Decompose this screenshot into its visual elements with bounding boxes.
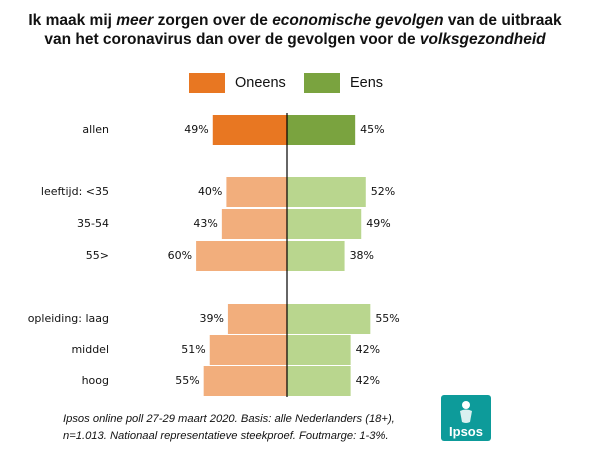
title-emphasis: volksgezondheid: [419, 31, 546, 48]
category-label: leeftijd: <35: [41, 185, 109, 198]
bar-eens: [287, 366, 351, 396]
legend-swatch-eens: [304, 73, 340, 93]
ipsos-logo: Ipsos: [441, 395, 491, 441]
value-label-oneens: 40%: [198, 185, 222, 198]
value-label-oneens: 55%: [175, 374, 199, 387]
footnote-line-1: Ipsos online poll 27-29 maart 2020. Basi…: [63, 413, 395, 425]
title-emphasis: economische gevolgen: [272, 12, 444, 29]
category-label: 55>: [86, 249, 109, 262]
legend-label-eens: Eens: [350, 75, 384, 91]
title-segment: zorgen over de: [153, 12, 273, 29]
category-label: hoog: [82, 374, 109, 387]
bar-eens: [287, 304, 371, 334]
value-label-oneens: 51%: [181, 343, 205, 356]
title-segment: Ik maak mij: [28, 12, 117, 29]
category-label: opleiding: laag: [28, 312, 109, 325]
value-label-oneens: 39%: [199, 312, 223, 325]
value-label-eens: 42%: [356, 374, 380, 387]
logo-figure-mark: [460, 409, 472, 423]
bar-eens: [287, 177, 366, 207]
category-label: allen: [82, 123, 109, 136]
category-label: middel: [71, 343, 109, 356]
value-label-eens: 42%: [356, 343, 380, 356]
bar-eens: [287, 241, 345, 271]
value-label-eens: 55%: [375, 312, 399, 325]
value-label-oneens: 60%: [168, 249, 192, 262]
logo-head-mark: [462, 401, 470, 409]
footnote-line-2: n=1.013. Nationaal representatieve steek…: [63, 430, 389, 442]
bar-eens: [287, 209, 362, 239]
bar-oneens: [212, 115, 287, 145]
value-label-eens: 45%: [360, 123, 384, 136]
value-label-oneens: 43%: [193, 217, 217, 230]
bar-oneens: [203, 366, 287, 396]
title-segment: van de uitbraak: [443, 12, 562, 29]
footnote: Ipsos online poll 27-29 maart 2020. Basi…: [63, 411, 433, 445]
bar-oneens: [196, 241, 287, 271]
bar-eens: [287, 335, 351, 365]
bar-eens: [287, 115, 356, 145]
value-label-oneens: 49%: [184, 123, 208, 136]
bar-oneens: [227, 304, 287, 334]
value-label-eens: 52%: [371, 185, 395, 198]
legend-label-oneens: Oneens: [235, 75, 286, 91]
bar-oneens: [226, 177, 287, 207]
legend-swatch-oneens: [189, 73, 225, 93]
value-label-eens: 49%: [366, 217, 390, 230]
title-segment: van het coronavirus dan over de gevolgen…: [44, 31, 420, 48]
bar-oneens: [209, 335, 287, 365]
legend-item-eens: Eens: [304, 72, 383, 94]
logo-text: Ipsos: [449, 424, 483, 439]
chart-title-line-1: Ik maak mij meer zorgen over de economis…: [0, 11, 590, 31]
category-label: 35-54: [77, 217, 109, 230]
legend-item-oneens: Oneens: [189, 72, 286, 94]
title-emphasis: meer: [116, 12, 154, 29]
chart-title-line-2: van het coronavirus dan over de gevolgen…: [0, 30, 590, 50]
bar-oneens: [221, 209, 287, 239]
value-label-eens: 38%: [350, 249, 374, 262]
